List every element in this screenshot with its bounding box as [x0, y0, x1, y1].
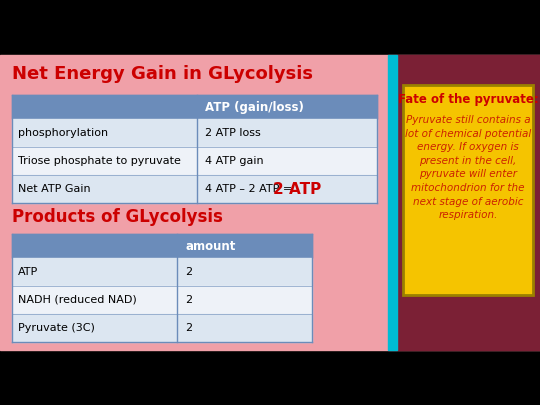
Bar	[12, 119, 377, 147]
Text: 4 ATP – 2 ATP =: 4 ATP – 2 ATP =	[205, 184, 296, 194]
Text: Net Energy Gain in GLycolysis: Net Energy Gain in GLycolysis	[12, 65, 313, 83]
Text: 2 ATP loss: 2 ATP loss	[205, 128, 261, 138]
Text: ATP: ATP	[18, 267, 38, 277]
Text: 2: 2	[185, 323, 192, 333]
Bar	[388, 55, 397, 350]
Text: 4 ATP gain: 4 ATP gain	[205, 156, 264, 166]
Bar	[12, 258, 312, 286]
Text: Products of GLycolysis: Products of GLycolysis	[12, 208, 223, 226]
Bar	[0, 55, 540, 350]
Text: Fate of the pyruvate:: Fate of the pyruvate:	[397, 93, 538, 106]
Bar	[12, 314, 312, 342]
Bar	[12, 234, 312, 258]
Bar	[12, 286, 312, 314]
Text: Pyruvate (3C): Pyruvate (3C)	[18, 323, 95, 333]
Bar	[397, 55, 540, 350]
Text: 2: 2	[185, 295, 192, 305]
Text: 2: 2	[185, 267, 192, 277]
FancyBboxPatch shape	[403, 85, 533, 295]
Text: Net ATP Gain: Net ATP Gain	[18, 184, 91, 194]
Bar	[12, 147, 377, 175]
Text: 2 ATP: 2 ATP	[273, 181, 321, 196]
Text: phosphorylation: phosphorylation	[18, 128, 108, 138]
Bar	[12, 95, 377, 119]
Text: ATP (gain/loss): ATP (gain/loss)	[205, 100, 304, 113]
Text: Pyruvate still contains a
lot of chemical potential
energy. If oxygen is
present: Pyruvate still contains a lot of chemica…	[405, 115, 531, 220]
Text: NADH (reduced NAD): NADH (reduced NAD)	[18, 295, 137, 305]
Bar	[12, 175, 377, 203]
Text: Triose phosphate to pyruvate: Triose phosphate to pyruvate	[18, 156, 181, 166]
Text: amount: amount	[185, 239, 235, 252]
